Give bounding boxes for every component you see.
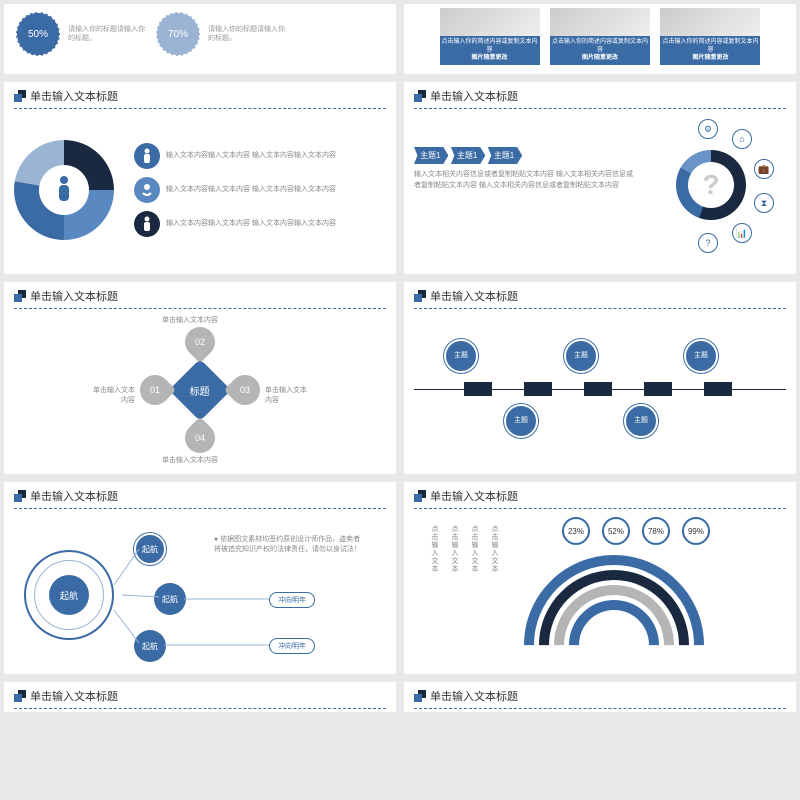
timeline-flag <box>644 382 672 396</box>
droplet-1: 50% <box>16 12 60 56</box>
slide-title: 单击输入文本标题 <box>30 88 118 104</box>
title-icon <box>14 690 26 702</box>
slide-title: 单击输入文本标题 <box>30 688 118 704</box>
timeline-flag <box>584 382 612 396</box>
baby-icon <box>134 177 160 203</box>
droplet-2: 70% <box>156 12 200 56</box>
home-icon: ⌂ <box>732 129 752 149</box>
title-icon <box>14 490 26 502</box>
title-icon <box>14 90 26 102</box>
timeline-node: 主题 <box>624 404 658 438</box>
timeline-node: 主题 <box>684 339 718 373</box>
person-icon <box>55 175 73 205</box>
arc-chart: 23% 52% 78% 99% <box>524 515 704 655</box>
question-icon: ? <box>698 233 718 253</box>
title-icon <box>14 290 26 302</box>
slide-footer: 单击输入文本标题 <box>4 682 396 712</box>
slide-concentric: 单击输入文本标题 起航 起航 起航 起航 冲向明年 冲向明年 ● 依据图 <box>4 482 396 674</box>
slide-title: 单击输入文本标题 <box>30 488 118 504</box>
image-card: 点击输入你的简述内容或复制文本内容图片随意更改 <box>550 8 650 65</box>
briefcase-icon: 💼 <box>754 159 774 179</box>
chart-icon: 📊 <box>732 223 752 243</box>
slide-droplets: 50% 请输入你的标题请输入你的标题。 70% 请输入你的标题请输入你的标题。 <box>4 4 396 74</box>
question-orbit: ? ⚙ ⌂ 💼 ⧗ 📊 ? <box>646 115 786 255</box>
petal: 03 <box>224 369 266 411</box>
topic-desc: 输入文本相关内容信息或者复制粘贴文本内容 输入文本相关内容信息或者复制粘贴文本内… <box>414 170 634 191</box>
timeline-flag <box>524 382 552 396</box>
petal: 04 <box>179 417 221 459</box>
percent-node: 52% <box>602 517 630 545</box>
pill-label: 冲向明年 <box>269 638 315 654</box>
slide-title: 单击输入文本标题 <box>430 88 518 104</box>
title-icon <box>414 90 426 102</box>
donut-legend: 输入文本内容输入文本内容 输入文本内容输入文本内容 输入文本内容输入文本内容 输… <box>134 135 336 245</box>
slide-donut: 单击输入文本标题 输入文本内容输入文本内容 输入文本内容输入文本内容 输入文本内… <box>4 82 396 274</box>
petal: 01 <box>134 369 176 411</box>
percent-node: 78% <box>642 517 670 545</box>
drop-text-2: 请输入你的标题请输入你的标题。 <box>208 25 288 43</box>
slide-title: 单击输入文本标题 <box>430 688 518 704</box>
image-card: 点击输入你的简述内容或复制文本内容图片随意更改 <box>660 8 760 65</box>
percent-node: 99% <box>682 517 710 545</box>
topic-chips: 主题1 主题1 主题1 <box>414 145 634 164</box>
pill-label: 冲向明年 <box>269 592 315 608</box>
slide-arcs: 单击输入文本标题 点击输入文本 点击输入文本 点击输入文本 点击输入文本 23%… <box>404 482 796 674</box>
donut-chart <box>14 140 114 240</box>
timeline-node: 主题 <box>504 404 538 438</box>
slide-title: 单击输入文本标题 <box>30 288 118 304</box>
title-icon <box>414 290 426 302</box>
slide-topics: 单击输入文本标题 主题1 主题1 主题1 输入文本相关内容信息或者复制粘贴文本内… <box>404 82 796 274</box>
timeline-node: 主题 <box>564 339 598 373</box>
timeline-flag <box>464 382 492 396</box>
timeline-flag <box>704 382 732 396</box>
slide-image-cards: 点击输入你的简述内容或复制文本内容图片随意更改 点击输入你的简述内容或复制文本内… <box>404 4 796 74</box>
person-icon <box>134 211 160 237</box>
slide-footer: 单击输入文本标题 <box>404 682 796 712</box>
slide-title: 单击输入文本标题 <box>430 488 518 504</box>
petal: 02 <box>179 321 221 363</box>
gear-icon: ⚙ <box>698 119 718 139</box>
slide-diamond: 单击输入文本标题 标题 02 03 04 01 单击输入文本内容 单击输入文本内… <box>4 282 396 474</box>
hourglass-icon: ⧗ <box>754 193 774 213</box>
image-card: 点击输入你的简述内容或复制文本内容图片随意更改 <box>440 8 540 65</box>
percent-node: 23% <box>562 517 590 545</box>
title-icon <box>414 690 426 702</box>
drop-text-1: 请输入你的标题请输入你的标题。 <box>68 25 148 43</box>
diamond-center: 标题 <box>169 359 231 421</box>
slide-timeline: 单击输入文本标题 主题 主题 主题 主题 主题 <box>404 282 796 474</box>
title-icon <box>414 490 426 502</box>
person-icon <box>134 143 160 169</box>
slide-title: 单击输入文本标题 <box>430 288 518 304</box>
note-text: ● 依据图文素材均签约原创设计师作品，盗卖者将被追究知识产权的法律责任，请勿以身… <box>214 535 364 555</box>
timeline-node: 主题 <box>444 339 478 373</box>
